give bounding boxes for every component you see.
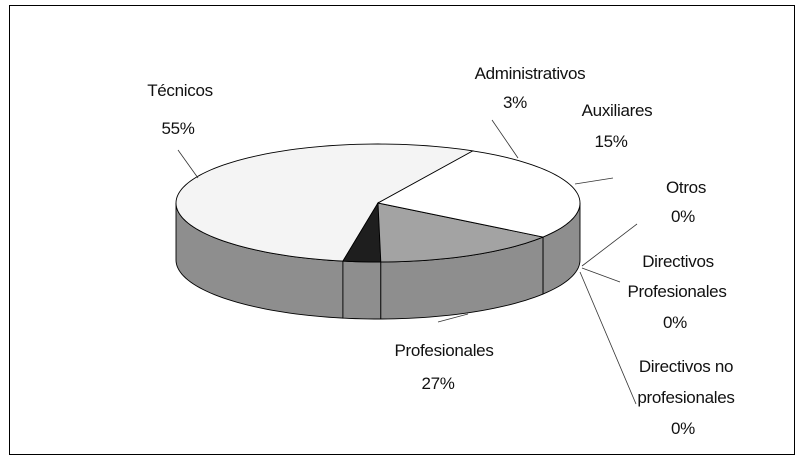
leader-line-dirprof (582, 268, 620, 282)
label-prof-name: Profesionales (394, 341, 493, 360)
label-admin-pct: 3% (503, 93, 527, 112)
label-otros-name: Otros (666, 178, 706, 197)
label-aux-name: Auxiliares (582, 101, 653, 120)
label-tecnicos-name: Técnicos (147, 81, 213, 100)
label-admin-name: Administrativos (475, 64, 586, 83)
label-prof-pct: 27% (421, 374, 454, 393)
label-dirnoprof-line2: profesionales (637, 388, 734, 407)
label-aux-pct: 15% (594, 132, 627, 151)
leader-line-aux (575, 178, 613, 184)
label-tecnicos-pct: 55% (161, 119, 194, 138)
label-dirnoprof-line1: Directivos no (639, 357, 733, 376)
label-dirprof-pct: 0% (663, 313, 687, 332)
leader-line-admin (492, 120, 518, 158)
leader-line-tecnicos (178, 150, 198, 178)
label-dirprof-line1: Directivos (642, 252, 714, 271)
pie-side-administrativos (343, 261, 381, 319)
leader-line-otros (582, 224, 637, 266)
label-otros-pct: 0% (671, 207, 695, 226)
label-dirprof-line2: Profesionales (627, 282, 726, 301)
pie-tops (176, 144, 580, 262)
label-dirnoprof-pct: 0% (671, 419, 695, 438)
